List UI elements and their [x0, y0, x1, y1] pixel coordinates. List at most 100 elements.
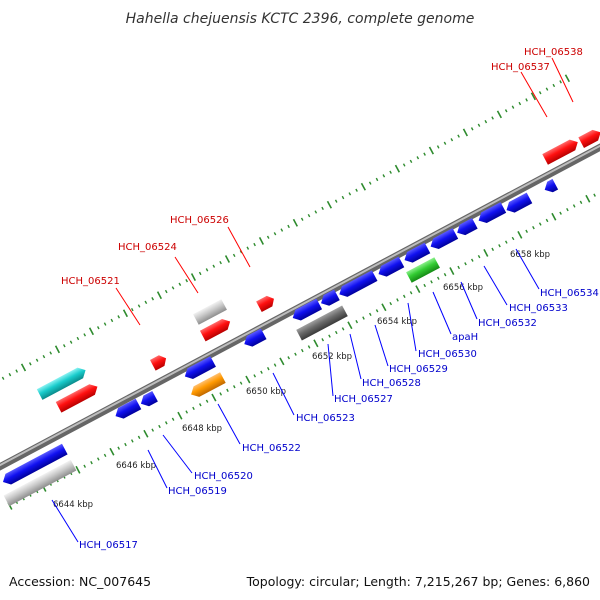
minor-tick — [389, 301, 393, 306]
minor-tick — [375, 309, 379, 313]
gene-label-reverse[interactable]: HCH_06529 — [389, 364, 448, 375]
gene-HCH_06517-gray[interactable] — [3, 459, 77, 507]
gene-label-reverse[interactable]: HCH_06517 — [79, 540, 138, 551]
minor-tick — [321, 338, 325, 342]
gene-HCH_06533[interactable] — [476, 202, 507, 226]
gene-HCH_06537[interactable] — [542, 137, 580, 165]
gene-HCH_06527[interactable] — [318, 289, 340, 308]
scale-label: 6656 kbp — [443, 283, 483, 293]
forward-genes — [36, 127, 600, 413]
gene-label-reverse[interactable]: HCH_06533 — [509, 303, 568, 314]
major-tick — [360, 182, 367, 191]
minor-tick — [294, 352, 297, 356]
minor-tick — [470, 127, 474, 131]
scale-label: 6650 kbp — [246, 387, 286, 397]
gene-HCH_06532b[interactable] — [454, 218, 478, 238]
gene-HCH_06530[interactable] — [402, 242, 431, 266]
gene-label-reverse[interactable]: HCH_06532 — [478, 318, 537, 329]
minor-tick — [572, 204, 576, 208]
gene-label-forward[interactable]: HCH_06538 — [524, 47, 583, 58]
minor-tick — [96, 326, 100, 330]
major-tick — [585, 194, 591, 203]
minor-tick — [117, 315, 121, 319]
major-tick — [258, 237, 265, 245]
minor-tick — [314, 210, 318, 214]
gene-HCH_06524-gray[interactable] — [193, 299, 227, 325]
minor-tick — [382, 174, 386, 178]
gene-HCH_06526[interactable] — [256, 293, 277, 313]
gene-label-forward[interactable]: HCH_06537 — [491, 62, 550, 73]
minor-tick — [545, 87, 549, 91]
gene-HCH_06520-cyan[interactable] — [36, 365, 89, 400]
minor-tick — [443, 272, 447, 277]
gene-HCH_06522[interactable] — [188, 372, 226, 399]
accession-text: Accession: NC_007645 — [9, 574, 151, 589]
minor-tick — [164, 289, 168, 294]
minor-tick — [280, 228, 284, 232]
major-tick — [449, 267, 455, 275]
gene-label-forward[interactable]: HCH_06526 — [170, 215, 229, 226]
gene-HCH_06523-small[interactable] — [241, 328, 267, 350]
minor-tick — [130, 439, 134, 443]
gene-label-reverse[interactable]: HCH_06520 — [194, 471, 253, 482]
gene-HCH_06532[interactable] — [428, 228, 459, 252]
gene-HCH_06524[interactable] — [199, 316, 233, 342]
minor-tick — [484, 119, 488, 124]
minor-tick — [103, 322, 107, 326]
minor-tick — [260, 370, 263, 374]
major-tick — [279, 357, 285, 366]
gene-label-reverse[interactable]: HCH_06528 — [362, 378, 421, 389]
gene-label-reverse[interactable]: HCH_06522 — [242, 443, 301, 454]
gene-HCH_06520[interactable] — [138, 390, 158, 409]
minor-tick — [375, 177, 379, 182]
minor-tick — [158, 424, 161, 429]
minor-tick — [477, 254, 481, 259]
minor-tick — [287, 224, 290, 229]
gene-HCH_06521[interactable] — [55, 381, 100, 413]
major-tick — [564, 74, 571, 83]
major-tick — [177, 411, 183, 420]
minor-tick — [409, 291, 413, 295]
minor-tick — [491, 247, 495, 252]
gene-HCH_06519[interactable] — [113, 398, 142, 422]
reverse-genes — [0, 178, 559, 507]
gene-HCH_06524-small[interactable] — [150, 353, 169, 371]
minor-tick — [171, 286, 175, 290]
gene-HCH_06527-dgray[interactable] — [296, 305, 348, 341]
gene-HCH_06534[interactable] — [504, 192, 533, 216]
gene-HCH_06538[interactable] — [578, 127, 600, 148]
minor-tick — [348, 192, 352, 196]
minor-tick — [538, 222, 542, 226]
gene-HCH_06517[interactable] — [0, 443, 68, 487]
gene-label-reverse[interactable]: HCH_06523 — [296, 413, 355, 424]
gene-HCH_06528[interactable] — [337, 270, 378, 299]
reverse-labels: HCH_06517 HCH_06519 HCH_06520 HCH_06522 … — [79, 288, 599, 551]
gene-label-reverse[interactable]: apaH — [452, 332, 478, 343]
gene-label-reverse[interactable]: HCH_06519 — [168, 486, 227, 497]
minor-tick — [545, 218, 549, 223]
gene-HCH_06529[interactable] — [376, 256, 405, 280]
minor-tick — [171, 417, 175, 421]
minor-tick — [511, 236, 515, 241]
gene-apaH[interactable] — [406, 257, 440, 283]
minor-tick — [300, 348, 304, 353]
gene-HCH_06522-blue[interactable] — [182, 356, 216, 382]
major-tick — [381, 303, 387, 312]
minor-tick — [273, 363, 277, 367]
gene-HCH_06523[interactable] — [290, 298, 323, 324]
gene-label-forward[interactable]: HCH_06524 — [118, 242, 177, 253]
gene-label-reverse[interactable]: HCH_06530 — [418, 349, 477, 360]
minor-tick — [389, 170, 392, 174]
minor-tick — [205, 268, 209, 272]
minor-tick — [83, 333, 87, 337]
gene-HCH_06534-tip[interactable] — [542, 178, 559, 195]
minor-tick — [212, 264, 216, 268]
gene-label-forward[interactable]: HCH_06521 — [61, 276, 120, 287]
minor-tick — [334, 330, 338, 335]
gene-label-reverse[interactable]: HCH_06527 — [334, 394, 393, 405]
major-tick — [88, 327, 95, 336]
minor-tick — [69, 340, 73, 344]
minor-tick — [130, 307, 134, 312]
major-tick — [156, 291, 163, 300]
gene-label-reverse[interactable]: HCH_06534 — [540, 288, 599, 299]
